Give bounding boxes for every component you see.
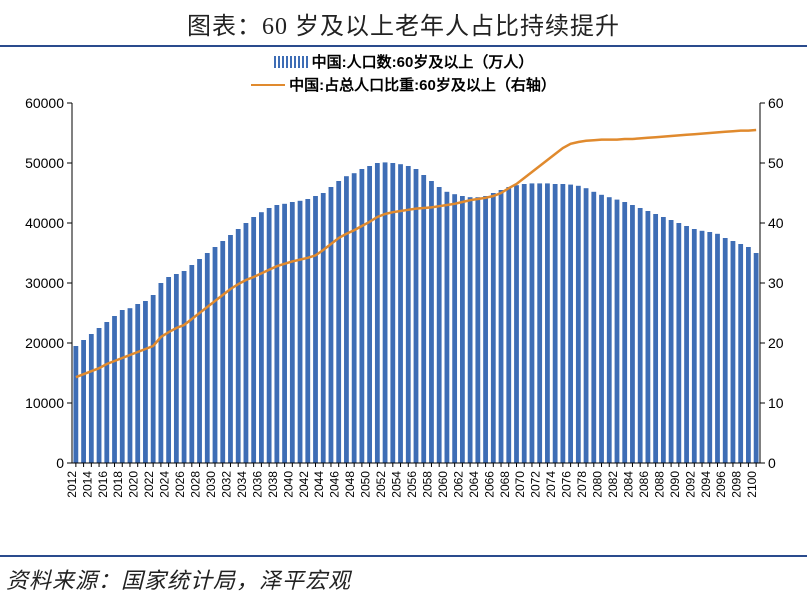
- svg-text:30: 30: [768, 275, 784, 291]
- svg-text:2038: 2038: [266, 471, 280, 498]
- source-footer: 资料来源：国家统计局，泽平宏观: [0, 555, 807, 595]
- svg-text:2074: 2074: [544, 471, 558, 498]
- chart-title: 图表：60 岁及以上老年人占比持续提升: [187, 14, 620, 40]
- svg-text:2042: 2042: [297, 471, 311, 498]
- svg-text:2086: 2086: [637, 471, 651, 498]
- svg-text:0: 0: [56, 455, 64, 471]
- legend-line-swatch: [251, 84, 285, 86]
- svg-text:2056: 2056: [405, 471, 419, 498]
- svg-text:2018: 2018: [111, 471, 125, 498]
- chart-svg: 0100002000030000400005000060000010203040…: [0, 95, 807, 555]
- svg-text:2070: 2070: [513, 471, 527, 498]
- svg-text:2036: 2036: [250, 471, 264, 498]
- svg-text:2096: 2096: [714, 471, 728, 498]
- svg-text:2020: 2020: [127, 471, 141, 498]
- svg-text:2090: 2090: [668, 471, 682, 498]
- svg-text:2028: 2028: [189, 471, 203, 498]
- svg-text:50000: 50000: [25, 155, 64, 171]
- svg-text:40000: 40000: [25, 215, 64, 231]
- svg-text:2058: 2058: [420, 471, 434, 498]
- svg-text:2014: 2014: [80, 471, 94, 498]
- svg-text:2076: 2076: [560, 471, 574, 498]
- svg-text:2046: 2046: [328, 471, 342, 498]
- svg-text:50: 50: [768, 155, 784, 171]
- svg-text:2016: 2016: [96, 471, 110, 498]
- svg-text:2024: 2024: [158, 471, 172, 498]
- svg-text:60000: 60000: [25, 95, 64, 111]
- svg-text:2048: 2048: [343, 471, 357, 498]
- legend-bars-label: 中国:人口数:60岁及以上（万人）: [312, 51, 534, 72]
- svg-text:2060: 2060: [436, 471, 450, 498]
- svg-text:2034: 2034: [235, 471, 249, 498]
- svg-text:2054: 2054: [390, 471, 404, 498]
- source-text: 资料来源：国家统计局，泽平宏观: [6, 568, 351, 593]
- svg-text:2012: 2012: [65, 471, 79, 498]
- svg-text:2100: 2100: [745, 471, 759, 498]
- svg-text:20000: 20000: [25, 335, 64, 351]
- legend: 中国:人口数:60岁及以上（万人） 中国:占总人口比重:60岁及以上（右轴）: [0, 47, 807, 95]
- svg-text:2062: 2062: [451, 471, 465, 498]
- svg-text:2050: 2050: [359, 471, 373, 498]
- legend-line: 中国:占总人口比重:60岁及以上（右轴）: [251, 74, 556, 95]
- svg-text:2088: 2088: [652, 471, 666, 498]
- legend-bars: 中国:人口数:60岁及以上（万人）: [274, 51, 534, 72]
- svg-text:2040: 2040: [281, 471, 295, 498]
- svg-text:60: 60: [768, 95, 784, 111]
- svg-text:30000: 30000: [25, 275, 64, 291]
- svg-text:10000: 10000: [25, 395, 64, 411]
- chart-area: 0100002000030000400005000060000010203040…: [0, 95, 807, 555]
- svg-text:2072: 2072: [529, 471, 543, 498]
- svg-text:2094: 2094: [699, 471, 713, 498]
- svg-text:2066: 2066: [482, 471, 496, 498]
- svg-text:2044: 2044: [312, 471, 326, 498]
- legend-line-label: 中国:占总人口比重:60岁及以上（右轴）: [289, 74, 556, 95]
- svg-text:2082: 2082: [606, 471, 620, 498]
- svg-text:2068: 2068: [498, 471, 512, 498]
- svg-text:2032: 2032: [219, 471, 233, 498]
- svg-text:2030: 2030: [204, 471, 218, 498]
- svg-text:2078: 2078: [575, 471, 589, 498]
- svg-text:2098: 2098: [730, 471, 744, 498]
- svg-text:2064: 2064: [467, 471, 481, 498]
- svg-text:2052: 2052: [374, 471, 388, 498]
- svg-text:20: 20: [768, 335, 784, 351]
- svg-text:10: 10: [768, 395, 784, 411]
- svg-text:2092: 2092: [683, 471, 697, 498]
- svg-text:2080: 2080: [591, 471, 605, 498]
- chart-title-container: 图表：60 岁及以上老年人占比持续提升: [0, 0, 807, 47]
- svg-text:0: 0: [768, 455, 776, 471]
- svg-text:40: 40: [768, 215, 784, 231]
- svg-text:2022: 2022: [142, 471, 156, 498]
- legend-bar-swatch: [274, 56, 308, 68]
- svg-text:2026: 2026: [173, 471, 187, 498]
- svg-text:2084: 2084: [621, 471, 635, 498]
